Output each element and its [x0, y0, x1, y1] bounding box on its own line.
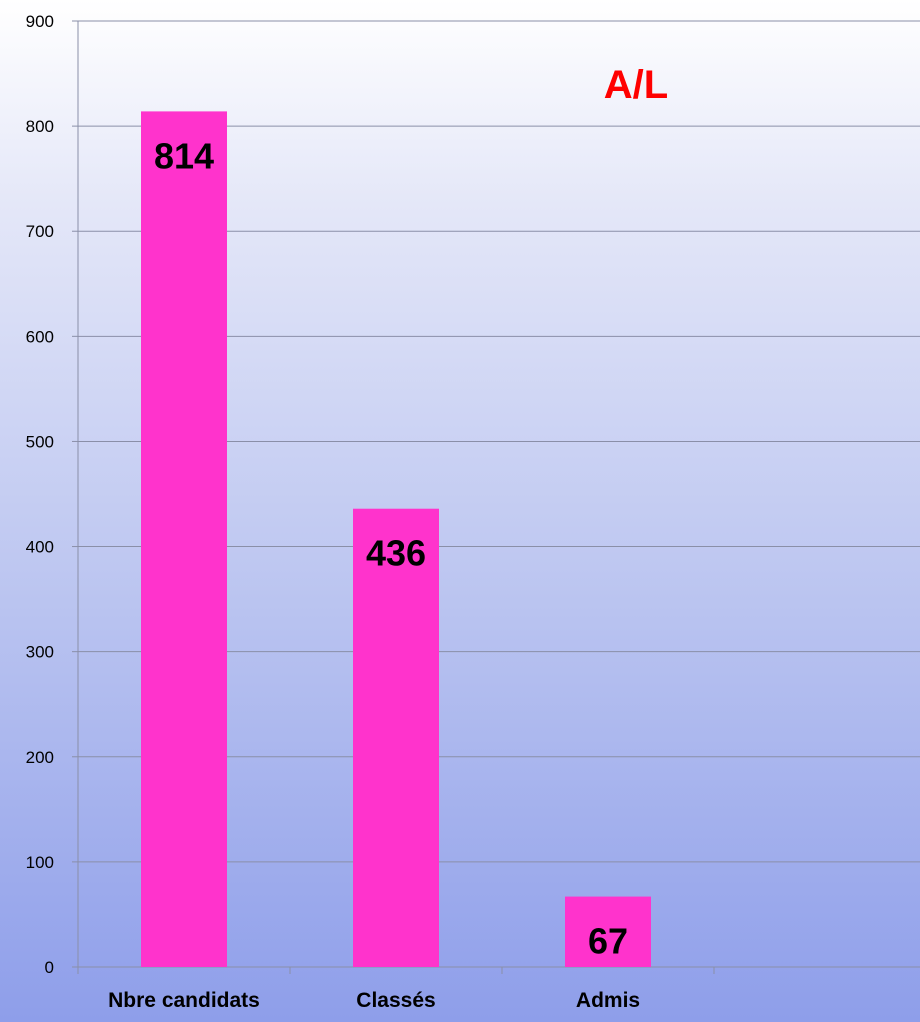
bar-1	[141, 111, 227, 967]
y-tick-label: 100	[26, 853, 54, 872]
y-tick-label: 300	[26, 643, 54, 662]
y-tick-label: 600	[26, 327, 54, 346]
data-label-2: 436	[366, 533, 426, 574]
category-label-3: Admis	[576, 989, 640, 1012]
y-tick-label: 500	[26, 432, 54, 451]
y-tick-label: 900	[26, 12, 54, 31]
chart-title: A/L	[604, 63, 668, 107]
data-label-1: 814	[154, 135, 214, 176]
category-label-1: Nbre candidats	[108, 989, 260, 1012]
bars	[141, 111, 651, 967]
category-label-2: Classés	[356, 989, 435, 1012]
y-tick-label: 800	[26, 117, 54, 136]
y-tick-label: 700	[26, 222, 54, 241]
data-label-3: 67	[588, 921, 628, 962]
y-tick-label: 400	[26, 538, 54, 557]
bar-2	[353, 508, 439, 967]
y-tick-label: 200	[26, 748, 54, 767]
bar-3	[565, 896, 651, 967]
labels: 0 100 200 300 400 500 600 700 800 900 814 Nbre cand…	[26, 12, 640, 1012]
y-tick-label: 0	[45, 958, 54, 977]
